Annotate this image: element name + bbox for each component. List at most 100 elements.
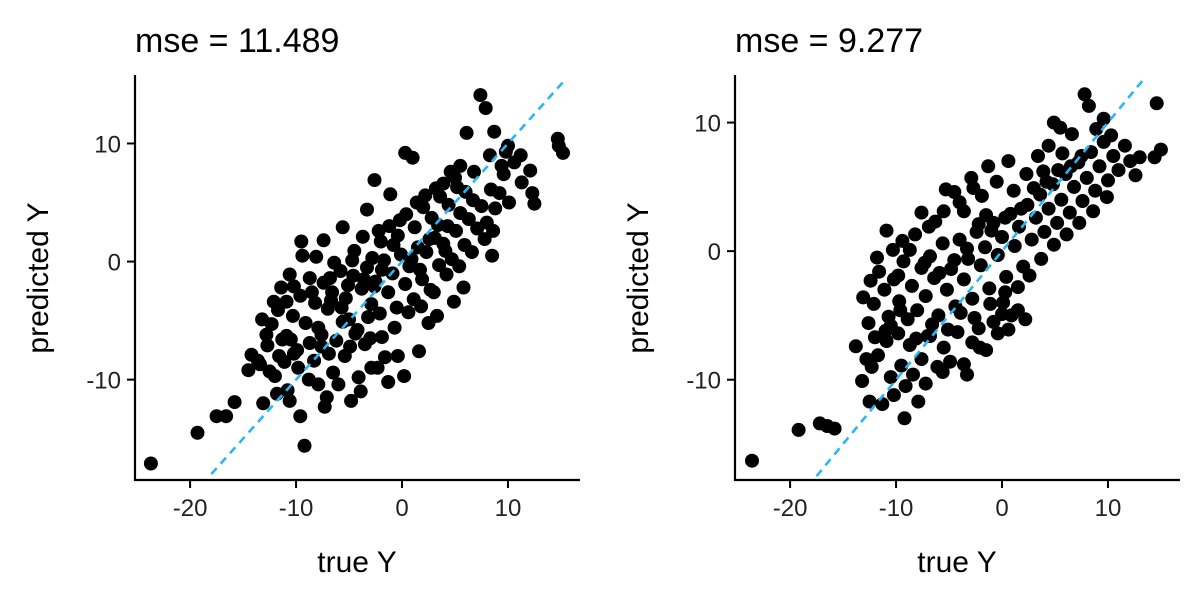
data-point <box>936 204 951 219</box>
data-point <box>1007 239 1022 253</box>
data-point <box>908 227 923 242</box>
data-point <box>932 266 947 280</box>
data-point <box>367 173 382 188</box>
data-point <box>791 422 806 437</box>
data-point <box>947 253 962 268</box>
plot-area: -20 -10 0 10 -10 0 10 <box>86 75 580 522</box>
data-point <box>898 379 913 394</box>
data-point <box>274 280 289 295</box>
data-point <box>1010 280 1025 295</box>
data-point <box>848 339 863 354</box>
data-point <box>894 358 909 373</box>
y-tick-label: -10 <box>86 368 121 395</box>
data-point <box>482 148 497 163</box>
data-point <box>1024 232 1039 247</box>
data-point <box>143 456 158 471</box>
data-point <box>998 210 1013 225</box>
data-point <box>867 330 882 345</box>
data-point <box>393 247 408 262</box>
data-point <box>492 186 507 201</box>
data-point <box>745 453 759 468</box>
data-point <box>936 340 951 355</box>
data-point <box>1117 138 1132 153</box>
data-point <box>989 174 1004 189</box>
data-point <box>859 352 874 367</box>
data-point <box>885 242 900 257</box>
data-point <box>525 186 540 201</box>
data-point <box>372 306 387 321</box>
data-point <box>938 182 953 197</box>
data-point <box>925 317 940 332</box>
reference-line <box>815 76 1147 477</box>
data-point <box>1034 251 1049 266</box>
data-point <box>1099 190 1114 205</box>
data-point <box>485 248 500 263</box>
data-point <box>488 201 503 216</box>
data-point <box>502 195 516 210</box>
data-point <box>227 395 242 410</box>
data-point <box>914 352 929 367</box>
data-point <box>282 267 297 282</box>
data-point <box>1006 183 1021 198</box>
data-point <box>441 197 456 212</box>
data-point <box>866 296 881 311</box>
data-point <box>551 138 566 153</box>
data-point <box>1128 168 1143 183</box>
data-point <box>381 285 396 300</box>
data-point <box>1092 159 1107 174</box>
data-point <box>1055 146 1070 161</box>
data-point <box>293 288 308 303</box>
data-point <box>241 363 256 378</box>
data-point <box>966 181 981 196</box>
data-point <box>871 348 885 363</box>
data-point <box>1037 224 1052 239</box>
data-point <box>323 271 337 286</box>
data-point <box>952 195 967 210</box>
data-point <box>879 334 894 349</box>
data-point <box>1050 215 1065 230</box>
reference-line <box>210 77 568 475</box>
data-point <box>381 375 396 389</box>
data-point <box>1111 163 1126 178</box>
data-point <box>886 388 901 403</box>
data-point <box>461 212 476 227</box>
data-point <box>317 399 332 414</box>
data-point <box>918 376 933 391</box>
y-tick-label: -10 <box>686 368 721 395</box>
data-point <box>979 208 994 223</box>
data-point <box>1101 173 1115 188</box>
data-point <box>960 241 974 256</box>
data-point <box>397 369 412 384</box>
data-point <box>464 245 479 260</box>
data-point <box>367 279 382 294</box>
data-point <box>414 299 429 314</box>
panel-title: mse = 11.489 <box>135 22 339 60</box>
data-point <box>1067 179 1081 194</box>
data-point <box>419 245 434 260</box>
data-point <box>259 327 274 342</box>
data-point <box>353 384 368 399</box>
data-point <box>459 125 474 140</box>
data-point <box>920 329 935 343</box>
data-point <box>360 202 374 217</box>
data-point <box>267 369 282 384</box>
data-point <box>883 370 898 385</box>
data-point <box>875 397 890 412</box>
data-point <box>827 421 842 436</box>
data-point <box>1149 96 1164 111</box>
data-point <box>870 250 884 265</box>
data-point <box>430 308 444 323</box>
data-point <box>341 278 355 293</box>
data-point <box>314 327 329 342</box>
data-point <box>856 290 871 305</box>
data-point <box>382 219 397 234</box>
data-point <box>351 370 366 385</box>
data-point <box>253 357 267 372</box>
data-point <box>967 311 982 325</box>
data-point <box>279 294 294 309</box>
data-point <box>1088 183 1103 198</box>
x-tick-label: -10 <box>279 495 314 522</box>
data-point <box>1028 210 1043 225</box>
data-point <box>383 187 398 202</box>
